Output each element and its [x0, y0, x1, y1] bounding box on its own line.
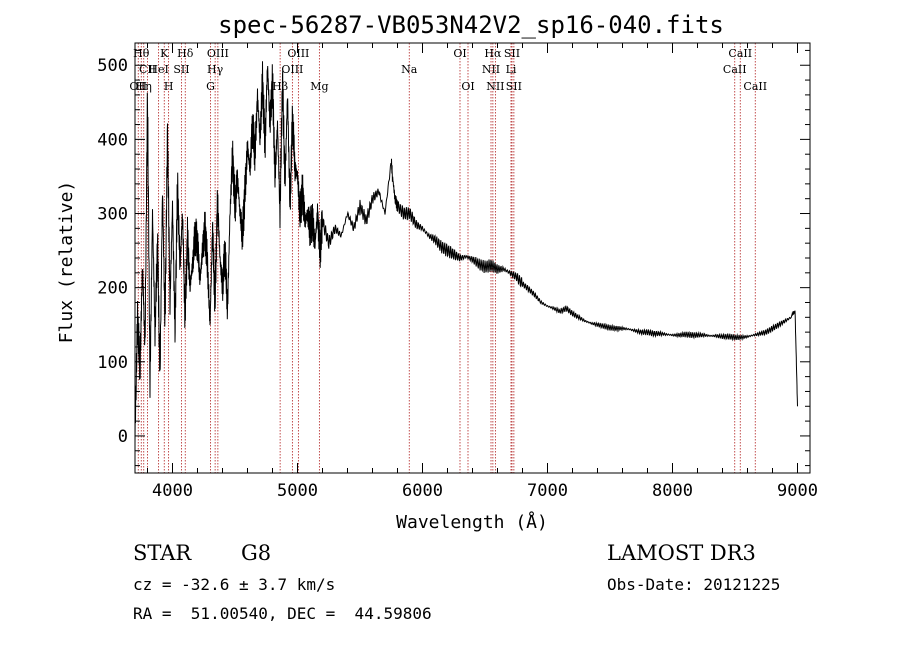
y-axis-ticks: 0 100 200 300 400 500: [97, 49, 810, 467]
x-tick-label-2: 6000: [402, 481, 443, 501]
y-tick-label-5: 500: [97, 56, 128, 76]
line-label-19: NII: [482, 63, 500, 76]
y-tick-label-4: 400: [97, 130, 128, 150]
line-label-8: Hδ: [177, 47, 194, 60]
line-label-27: CaII: [743, 80, 767, 93]
observation-date: Obs-Date: 20121225: [607, 575, 781, 594]
line-label-13: OIII: [281, 63, 303, 76]
line-label-23: SII: [504, 47, 520, 60]
line-label-6: H: [164, 80, 174, 93]
x-tick-label-1: 5000: [277, 481, 318, 501]
line-label-20: Hα: [484, 47, 502, 60]
line-label-14: OIII: [287, 47, 309, 60]
line-label-5: K: [160, 47, 169, 60]
object-class: STAR: [133, 541, 192, 565]
survey-name: LAMOST DR3: [607, 541, 756, 565]
line-label-0: OII: [129, 80, 147, 93]
line-label-2: Hη: [136, 80, 152, 93]
line-label-22: Li: [506, 63, 517, 76]
y-axis-label: Flux (relative): [56, 181, 77, 344]
line-label-21: NII: [486, 80, 504, 93]
x-axis-label: Wavelength (Å): [396, 511, 548, 533]
line-label-1: Hθ: [133, 47, 150, 60]
x-tick-label-3: 7000: [527, 481, 568, 501]
line-label-11: OIII: [207, 47, 229, 60]
line-label-9: G: [206, 80, 215, 93]
line-label-4: HeI: [148, 63, 168, 76]
y-tick-label-3: 300: [97, 205, 128, 225]
line-label-16: Na: [401, 63, 418, 76]
line-label-17: OI: [453, 47, 466, 60]
redshift-velocity: cz = -32.6 ± 3.7 km/s: [133, 575, 336, 594]
coordinates: RA = 51.00540, DEC = 44.59806: [133, 604, 432, 623]
line-label-15: Mg: [310, 80, 328, 93]
spectrum-series-line: [134, 61, 798, 444]
line-label-3: CII: [139, 63, 156, 76]
object-subclass: G8: [241, 541, 272, 565]
x-axis-ticks: 4000 5000 6000 7000 8000 9000: [147, 43, 818, 501]
line-label-10: Hγ: [207, 63, 224, 76]
x-tick-label-5: 9000: [777, 481, 818, 501]
line-label-18: OI: [461, 80, 474, 93]
y-tick-label-0: 0: [118, 427, 128, 447]
y-tick-label-2: 200: [97, 279, 128, 299]
line-label-24: SII: [506, 80, 522, 93]
spectral-line-markers: [137, 43, 756, 473]
line-label-12: Hβ: [272, 80, 288, 93]
line-label-7: SII: [173, 63, 189, 76]
line-label-25: CaII: [723, 63, 747, 76]
x-tick-label-4: 8000: [652, 481, 693, 501]
line-label-26: CaII: [728, 47, 752, 60]
x-tick-label-0: 4000: [152, 481, 193, 501]
chart-title: spec-56287-VB053N42V2_sp16-040.fits: [218, 11, 724, 39]
y-tick-label-1: 100: [97, 353, 128, 373]
